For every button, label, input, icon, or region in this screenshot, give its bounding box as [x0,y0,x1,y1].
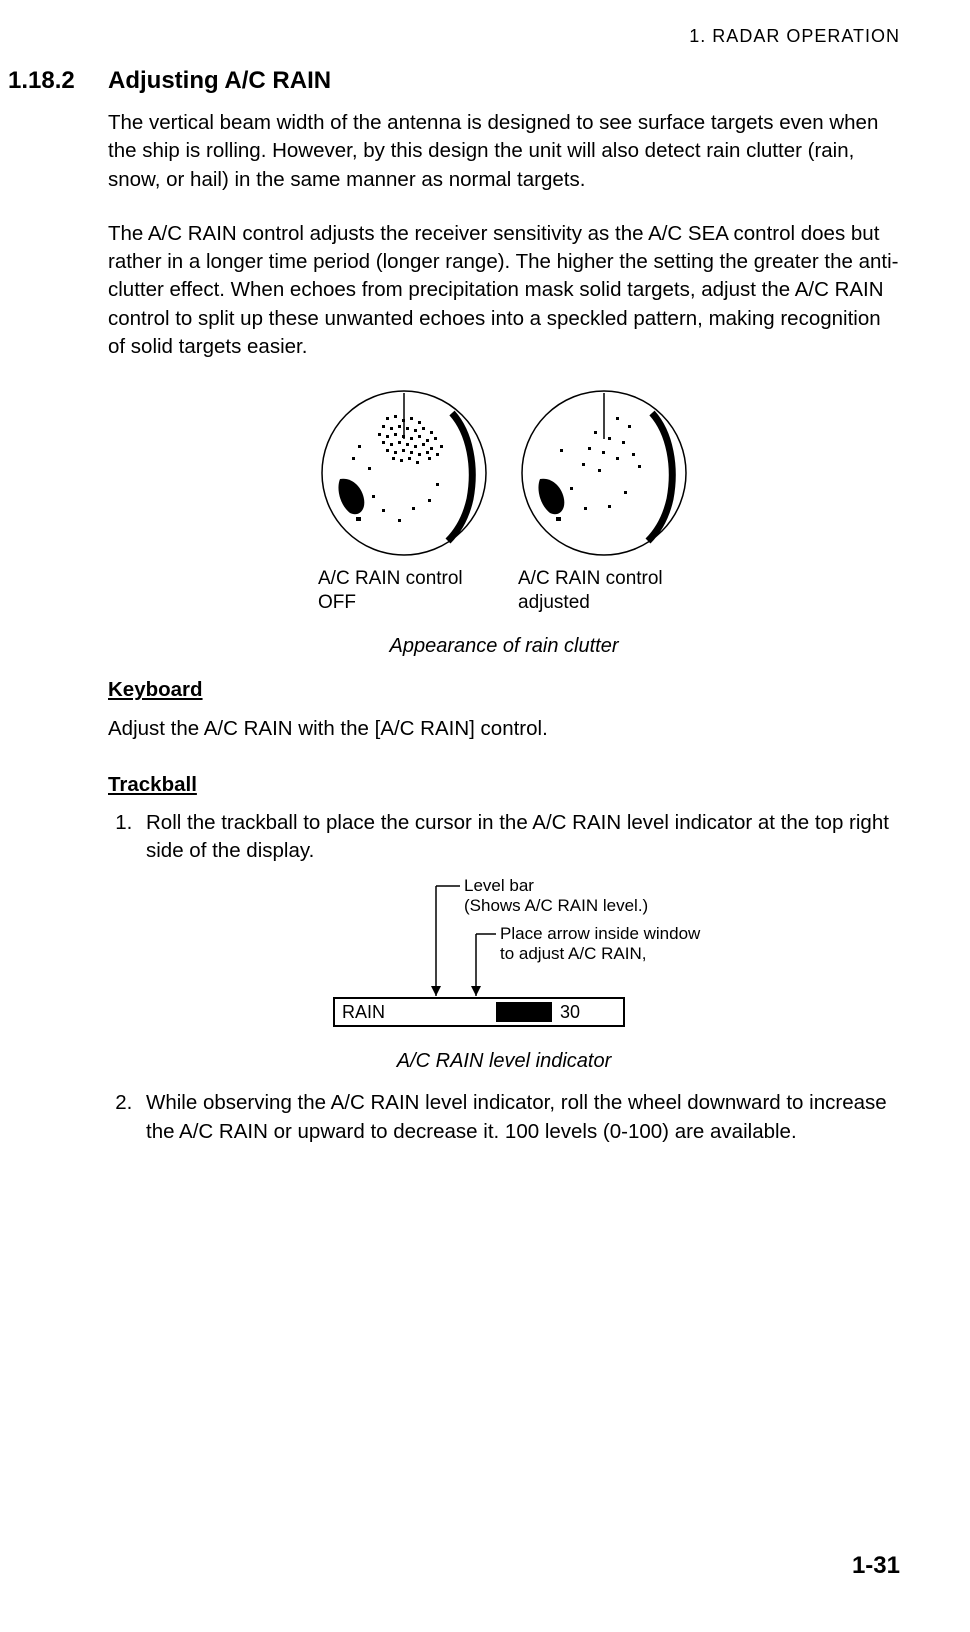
radar-off-label-line1: A/C RAIN control [318,568,463,589]
keyboard-text: Adjust the A/C RAIN with the [A/C RAIN] … [108,715,900,743]
callout2-line1: Place arrow inside window [500,924,701,943]
trackball-steps: Roll the trackball to place the cursor i… [108,809,900,866]
body-block: The vertical beam width of the antenna i… [0,109,900,1146]
radar-adjusted-icon [512,387,696,559]
box-label: RAIN [342,1002,385,1022]
running-header: 1. RADAR OPERATION [0,26,900,47]
radar-off-icon [312,387,496,559]
figure-level-indicator: Level bar (Shows A/C RAIN level.) Place … [108,878,900,1038]
manual-page: 1. RADAR OPERATION 1.18.2 Adjusting A/C … [0,0,970,1632]
callout1-line1: Level bar [464,878,534,895]
section-title: Adjusting A/C RAIN [108,67,331,95]
callout2-line2: to adjust A/C RAIN, [500,944,646,963]
keyboard-heading: Keyboard [108,676,900,704]
section-number: 1.18.2 [8,67,108,95]
figure-rain-clutter: A/C RAIN control OFF [108,387,900,615]
paragraph-2: The A/C RAIN control adjusts the receive… [108,220,900,361]
trackball-heading: Trackball [108,771,900,799]
radar-adjusted-label-line1: A/C RAIN control [518,568,663,589]
radar-adjusted-label-line2: adjusted [518,592,590,613]
trackball-step-1: Roll the trackball to place the cursor i… [138,809,900,866]
box-value: 30 [560,1002,580,1022]
radar-off-label: A/C RAIN control OFF [312,567,463,615]
callout1-line2: (Shows A/C RAIN level.) [464,896,648,915]
radar-off-label-line2: OFF [318,592,356,613]
paragraph-1: The vertical beam width of the antenna i… [108,109,900,194]
level-bar [496,1002,552,1022]
figure2-caption: A/C RAIN level indicator [108,1048,900,1076]
level-indicator-icon: Level bar (Shows A/C RAIN level.) Place … [264,878,744,1038]
radar-adjusted-label: A/C RAIN control adjusted [512,567,663,615]
trackball-steps-2: While observing the A/C RAIN level indic… [108,1089,900,1146]
radar-adjusted-wrap: A/C RAIN control adjusted [512,387,696,615]
section-header: 1.18.2 Adjusting A/C RAIN [0,67,900,95]
page-number: 1-31 [852,1552,900,1580]
radar-off-wrap: A/C RAIN control OFF [312,387,496,615]
trackball-step-2: While observing the A/C RAIN level indic… [138,1089,900,1146]
figure1-caption: Appearance of rain clutter [108,633,900,661]
